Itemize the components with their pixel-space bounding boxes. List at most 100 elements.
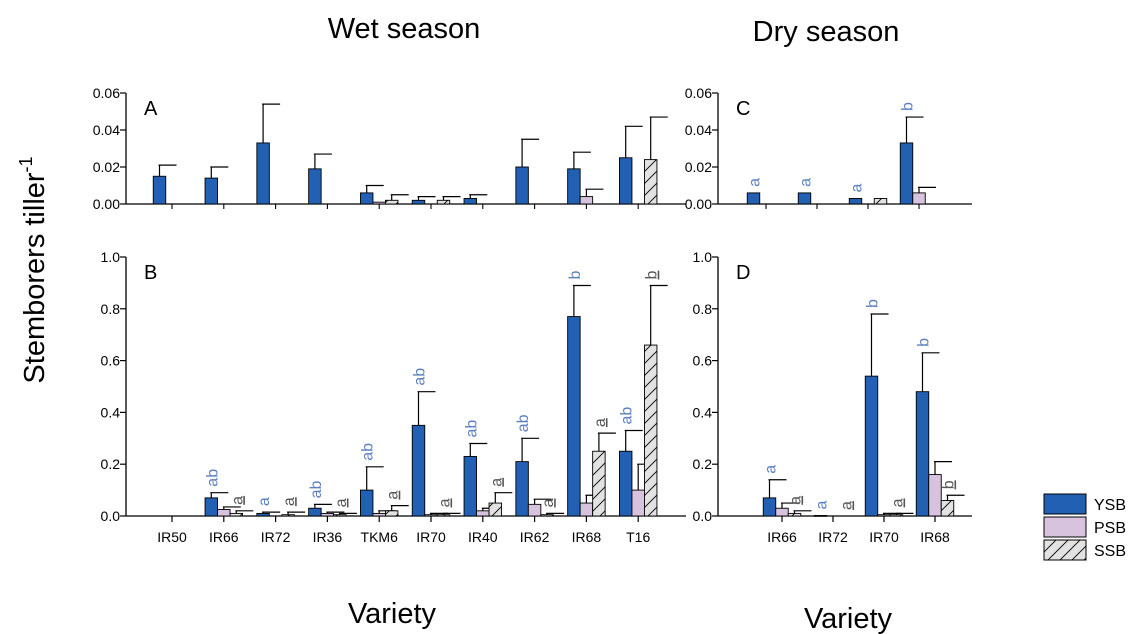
bar-ssb: [385, 510, 399, 517]
significance-letter: a: [763, 465, 780, 474]
bar-ssb: [940, 500, 955, 517]
y-tick-label: 0.8: [101, 301, 121, 317]
significance-letter: a: [333, 498, 350, 507]
significance-letter: a: [229, 496, 246, 505]
bar-ysb: [915, 391, 930, 517]
bar-ysb: [567, 168, 581, 205]
bar-ssb: [540, 514, 554, 517]
significance-letter: a: [849, 183, 866, 192]
significance-letter: ab: [308, 480, 325, 498]
significance-letter: b: [865, 299, 882, 308]
significance-letter: b: [644, 270, 661, 279]
bar-psb: [579, 196, 594, 205]
legend-swatch-ysb: [1043, 493, 1087, 515]
bar-ssb: [873, 197, 888, 205]
bar-ysb: [463, 197, 477, 205]
bar-psb: [217, 509, 231, 517]
bar-ysb: [256, 512, 270, 517]
x-tick-label: IR66: [209, 529, 239, 545]
significance-letter: a: [798, 178, 815, 187]
significance-letter: a: [814, 500, 831, 509]
y-tick-label: 1.0: [101, 249, 121, 265]
x-tick-label: IR70: [416, 529, 446, 545]
bar-psb: [424, 514, 438, 517]
bar-ysb: [204, 497, 219, 517]
bar-ysb: [463, 455, 477, 517]
panel-letter-d: D: [736, 262, 750, 284]
significance-letter: b: [941, 480, 958, 489]
dry-season-title: Dry season: [753, 16, 900, 48]
bar-ssb: [644, 159, 658, 205]
significance-letter: b: [916, 338, 933, 347]
bar-ssb: [333, 514, 347, 517]
bar-ysb: [567, 316, 581, 517]
y-tick-label: 0.06: [93, 85, 120, 101]
legend-swatch-psb: [1043, 516, 1087, 538]
significance-letter: a: [385, 491, 402, 500]
x-tick-label: IR72: [261, 529, 291, 545]
legend-label-ysb: YSB: [1094, 497, 1126, 514]
bar-psb: [320, 512, 335, 517]
x-tick-label: IR70: [869, 529, 899, 545]
y-tick-label: 0.2: [101, 456, 121, 472]
panel-b: 0.0 0.2 0.4 0.6 0.8 1.0 B IR50 IR66 IR72 IR36 TKM6 I…: [101, 249, 686, 545]
bar-ysb: [848, 197, 863, 205]
bar-ssb: [229, 512, 244, 517]
panel-letter-a: A: [144, 98, 158, 120]
y-tick-label: 0.4: [101, 404, 121, 420]
significance-letter: ab: [619, 407, 636, 425]
wet-season-title: Wet season: [328, 13, 481, 45]
bar-ysb: [360, 489, 374, 517]
bar-ysb: [797, 192, 812, 205]
bar-ssb: [488, 502, 502, 517]
y-axis-label: Stemborers tiller-1: [16, 156, 51, 383]
bar-psb: [912, 192, 926, 205]
y-tick-label: 0.6: [693, 353, 713, 369]
bar-ysb: [899, 142, 914, 205]
wet-x-axis-label: Variety: [348, 598, 437, 630]
bar-ysb: [813, 515, 828, 517]
x-tick-label: IR36: [313, 529, 343, 545]
y-tick-label: 0.0: [693, 508, 713, 524]
significance-letter: a: [890, 498, 907, 507]
significance-letter: ab: [463, 420, 480, 438]
panel-letter-b: B: [144, 262, 157, 284]
bar-ysb: [515, 461, 529, 517]
bar-ysb: [762, 497, 777, 517]
bar-psb: [579, 502, 594, 517]
bar-ysb: [619, 157, 633, 205]
y-tick-label: 0.04: [685, 122, 712, 138]
bar-psb: [775, 507, 789, 517]
bar-psb: [877, 514, 891, 517]
legend-label-ssb: SSB: [1094, 543, 1126, 560]
bar-ysb: [746, 192, 761, 205]
y-tick-label: 0.02: [685, 159, 712, 175]
bar-ysb: [204, 177, 219, 205]
panel-letter-c: C: [736, 98, 750, 120]
significance-letter: a: [839, 501, 856, 510]
x-tick-label: IR72: [818, 529, 848, 545]
x-tick-label: TKM6: [361, 529, 399, 545]
significance-letter: a: [592, 418, 609, 427]
bar-ysb: [411, 199, 426, 205]
legend: YSB PSB SSB: [1043, 493, 1126, 561]
x-tick-label: T16: [626, 529, 650, 545]
bar-ysb: [864, 375, 879, 517]
bar-psb: [631, 489, 645, 517]
y-tick-label: 0.00: [685, 196, 712, 212]
y-tick-label: 1.0: [693, 249, 713, 265]
y-tick-label: 0.00: [93, 196, 120, 212]
y-tick-label: 0.02: [93, 159, 120, 175]
x-tick-label: IR62: [520, 529, 550, 545]
significance-letter: a: [437, 498, 454, 507]
bar-ssb: [592, 450, 606, 517]
bar-ssb: [644, 344, 658, 517]
legend-label-psb: PSB: [1094, 520, 1126, 537]
bar-ysb: [152, 175, 167, 205]
x-tick-label: IR50: [157, 529, 187, 545]
panel-c: 0.00 0.02 0.04 0.06 Ca a a b: [685, 85, 972, 212]
chart-panels: 0.00 0.02 0.04 0.06 A 0.0 0.2 0.4 0.6 0.8 1.0 B IR50…: [93, 85, 972, 545]
bar-ssb: [436, 199, 451, 205]
